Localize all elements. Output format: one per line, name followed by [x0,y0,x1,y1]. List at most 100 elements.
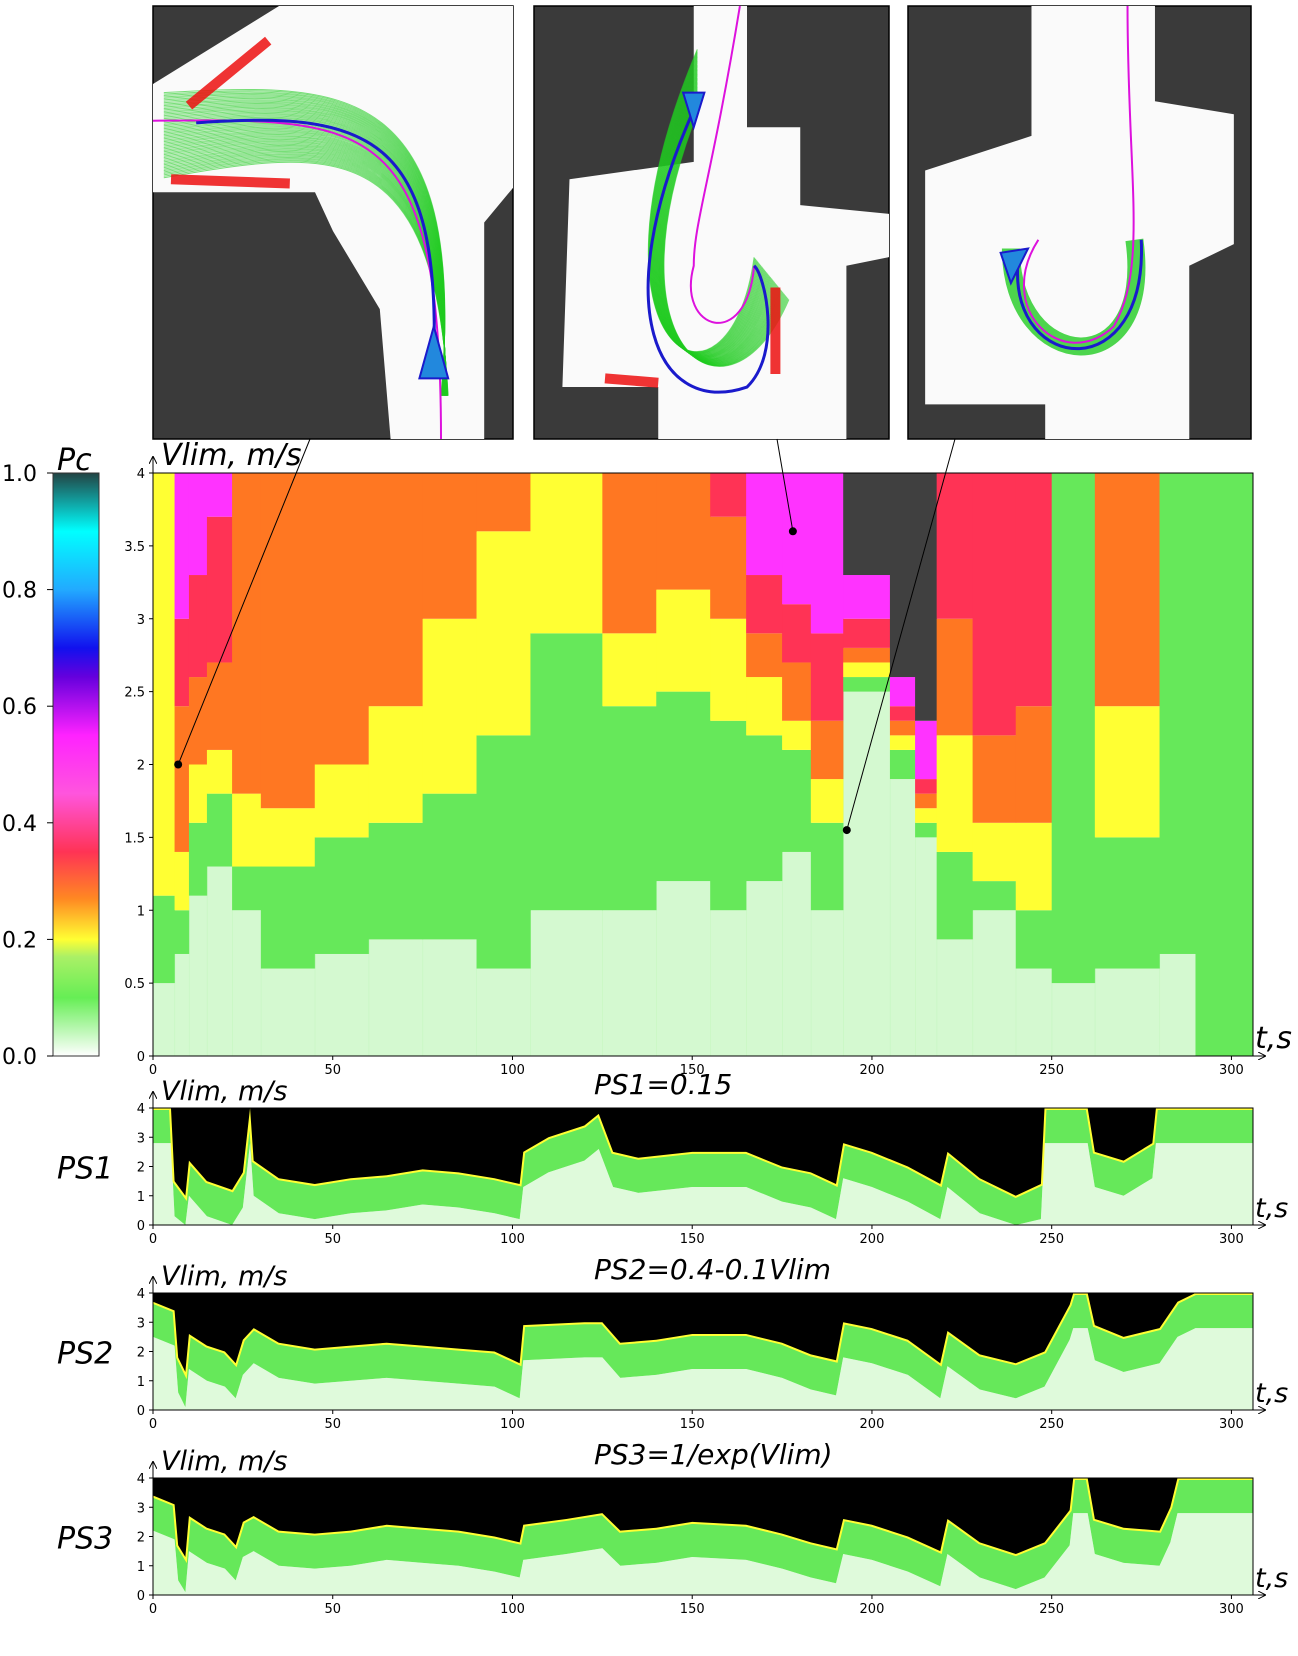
band-orange [915,793,938,809]
annotation-connector [177,438,311,765]
x-tick-label: 100 [500,1602,525,1617]
y-axis-label: Vlim, m/s [161,438,301,473]
y-tick-label: 4 [137,1287,145,1302]
band-dark [915,473,938,721]
x-tick-label: 300 [1219,1417,1244,1432]
band-fade [422,939,478,1056]
band-orange [782,662,812,721]
band-orange [972,735,1017,823]
band-magenta [889,677,916,707]
fade-region [153,1513,1253,1595]
band-orange [422,473,478,619]
band-yellow [314,764,370,838]
band-green [889,749,916,780]
band-yellow [889,735,916,750]
band-green [782,749,812,852]
band-green [710,720,747,911]
band-orange [314,473,370,765]
annotation-connector [776,438,794,532]
x-tick-label: 50 [324,1232,341,1247]
band-yellow [915,808,938,823]
subplot-side-label: PS2 [57,1337,113,1372]
x-axis-label: t,s [1255,1193,1288,1224]
colorbar-tick-label: 0.2 [2,928,37,953]
x-tick-label: 100 [500,1232,525,1247]
band-yellow [1094,706,1161,838]
band-fade [710,910,747,1056]
band-fade [972,910,1017,1056]
band-green [476,735,531,969]
band-green [153,895,176,984]
y-axis-label: Vlim, m/s [161,1076,287,1107]
colorbar-ticks: 0.0 0.2 0.4 0.6 0.8 1.0 [2,462,53,1070]
y-axis-label: Vlim, m/s [161,1261,287,1292]
band-green [174,910,190,954]
band-yellow [746,677,783,736]
band-orange [710,516,747,619]
band-fade [476,968,531,1056]
heatmap-layer [153,1108,1253,1225]
x-tick-label: 50 [324,1602,341,1617]
band-yellow [656,589,711,692]
band-red [746,575,783,634]
x-axis-label: t,s [1255,1021,1292,1056]
band-dark [843,473,891,576]
y-tick-label: 2 [137,1346,145,1361]
band-red [710,473,747,517]
y-tick-label: 0.5 [124,977,145,992]
band-magenta [188,473,208,576]
band-orange [260,473,316,809]
band-green [656,691,711,882]
x-axis-label: t,s [1255,1378,1288,1409]
band-green [314,837,370,954]
band-yellow [1015,822,1053,911]
subplot-side-label: PS1 [57,1152,113,1187]
band-red [889,706,916,721]
main-heatmap: 0 50 100 150 200 250 300 0 0.5 1 1.5 2 2.5 3 3.5 4 Vlim,… [124,438,1292,1078]
y-tick-label: 3 [137,1131,145,1146]
annotation-connector [846,438,956,831]
band-fade [1094,968,1161,1056]
x-tick-label: 200 [860,1232,885,1247]
band-red [843,618,891,648]
heatmap-layer [153,1478,1253,1595]
band-orange [188,677,208,765]
colorbar-gradient [52,472,100,1057]
band-fade [810,910,844,1056]
band-magenta [810,473,844,634]
subplot-title: PS2=0.4-0.1Vlim [594,1253,831,1286]
band-fade [782,851,812,1056]
y-tick-label: 2.5 [124,686,145,701]
band-fade [936,939,974,1056]
band-green [915,822,938,838]
band-orange [1094,473,1161,707]
x-tick-label: 300 [1219,1063,1244,1078]
y-tick-label: 1 [137,904,145,919]
band-green [422,793,478,940]
band-orange [368,473,424,707]
band-green [810,822,844,911]
subplot-title: PS3=1/exp(Vlim) [594,1438,833,1471]
green-region [153,1293,1253,1408]
y-tick-label: 4 [137,467,145,482]
map-left-turn-icon [152,5,514,440]
black-region [153,1108,1253,1196]
colorbar-tick-label: 0.6 [2,695,37,720]
band-yellow [972,822,1017,882]
map-u-turn-icon [533,5,890,440]
black-region [153,1478,1253,1557]
fade-region [153,1143,1253,1225]
y-axis-label: Vlim, m/s [161,1446,287,1477]
band-orange [602,473,657,634]
band-fade [174,953,190,1056]
band-green [1015,910,1053,969]
band-red [972,473,1017,736]
band-dark [889,473,916,678]
y-tick-label: 3 [137,1501,145,1516]
band-green [746,735,783,882]
band-green [530,633,603,911]
band-magenta [174,473,190,619]
x-tick-label: 200 [860,1417,885,1432]
y-tick-label: 1 [137,1190,145,1205]
band-magenta [915,720,938,780]
